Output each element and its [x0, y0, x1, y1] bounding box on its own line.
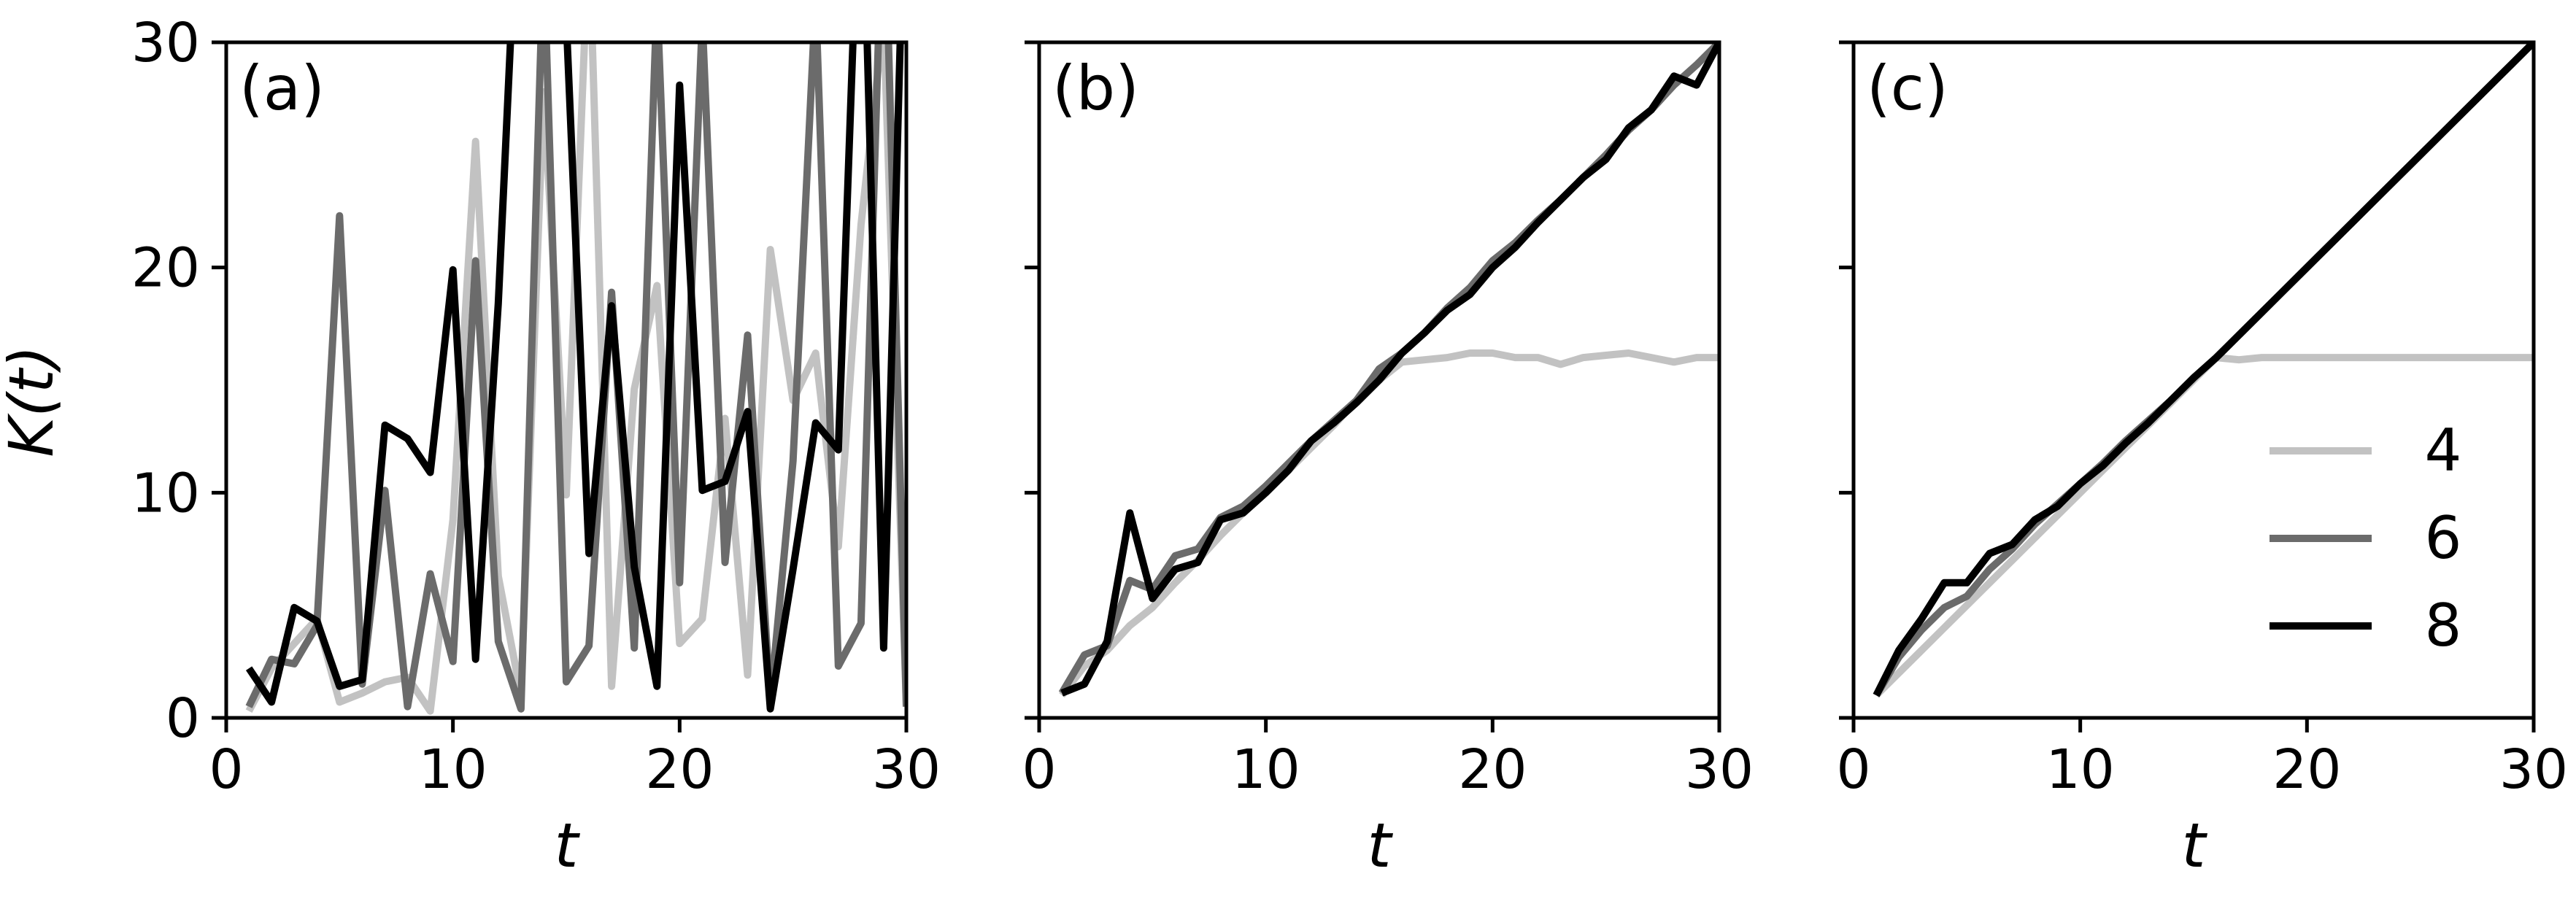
- panel-c-label: (c): [1867, 53, 1948, 124]
- x-tick-label: 0: [209, 738, 243, 801]
- x-tick-label: 30: [2499, 738, 2568, 801]
- legend-label-4: 4: [2425, 417, 2462, 484]
- legend-label-6: 6: [2425, 504, 2462, 572]
- panel-b: 0 10 20 30 (b) t: [1022, 40, 1754, 881]
- panel-c-frame: [1851, 40, 2536, 720]
- x-tick-label: 20: [2272, 738, 2341, 801]
- y-axis-label-suffix: ): [0, 345, 67, 374]
- panel-c-series-8-line: [1873, 42, 2534, 697]
- x-tick-label: 10: [1232, 738, 1300, 801]
- panel-a-frame: [224, 40, 909, 720]
- y-axis-label: K(t): [0, 345, 67, 457]
- panel-b-x-axis-label: t: [1368, 810, 1394, 881]
- panel-a: 0 10 20 30 0 10 20 30 (a) t: [131, 12, 941, 881]
- x-tick-label: 10: [2046, 738, 2115, 801]
- panel-a-x-axis-label: t: [555, 810, 581, 881]
- panel-c: 0 10 20 30 (c) t 4 6 8: [1836, 40, 2568, 881]
- panel-b-label: (b): [1052, 53, 1139, 124]
- legend-label-8: 8: [2425, 592, 2462, 659]
- legend: 4 6 8: [2270, 417, 2461, 659]
- x-tick-label: 20: [1458, 738, 1527, 801]
- panel-b-frame: [1037, 40, 1721, 720]
- y-axis-label-variable: t: [0, 367, 67, 393]
- panel-a-series-8-line: [245, 42, 904, 713]
- y-tick-label: 0: [166, 687, 200, 750]
- y-tick-label: 30: [131, 12, 200, 74]
- y-tick-label: 10: [131, 462, 200, 525]
- x-tick-label: 0: [1836, 738, 1870, 801]
- x-tick-label: 20: [645, 738, 714, 801]
- x-tick-label: 30: [1685, 738, 1754, 801]
- panel-c-x-axis-label: t: [2182, 810, 2208, 881]
- x-tick-label: 0: [1022, 738, 1056, 801]
- y-tick-label: 20: [131, 237, 200, 300]
- x-tick-label: 30: [872, 738, 941, 801]
- y-axis-label-prefix: K(: [0, 391, 67, 457]
- panel-a-series-6-line: [245, 42, 906, 713]
- panel-b-series-4-line: [1059, 349, 1719, 698]
- x-tick-label: 10: [419, 738, 487, 801]
- panel-b-series-8-line: [1060, 42, 1719, 697]
- panel-a-label: (a): [239, 53, 325, 124]
